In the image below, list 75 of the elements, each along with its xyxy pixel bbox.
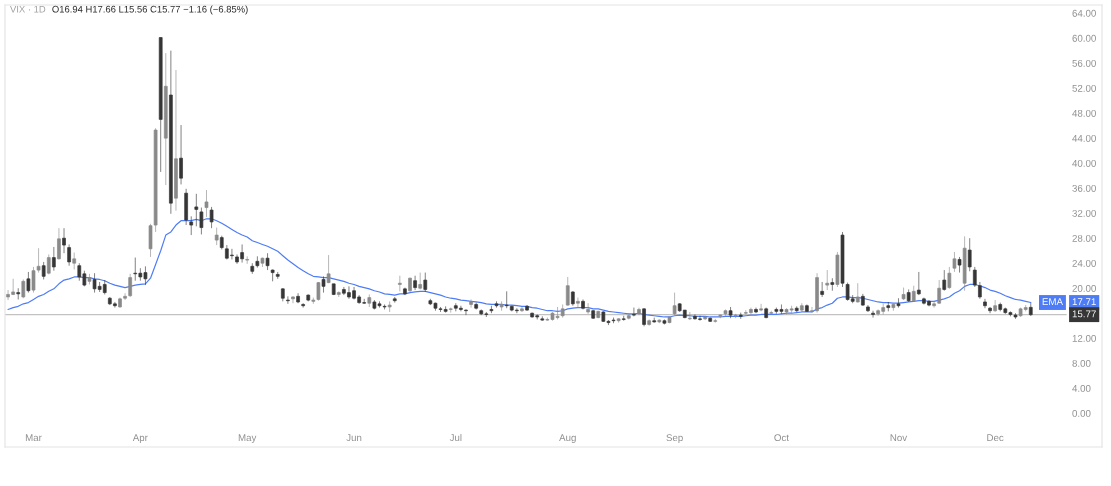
candlestick	[586, 302, 590, 315]
y-tick-label: 60.00	[1072, 34, 1096, 42]
y-tick-label: 8.00	[1072, 359, 1091, 367]
candlestick	[52, 246, 56, 272]
candlestick	[128, 273, 132, 298]
candlestick	[67, 244, 71, 267]
candlestick	[967, 237, 972, 272]
x-tick-label: Aug	[559, 434, 576, 444]
x-tick-label: Dec	[987, 434, 1004, 442]
candlestick	[942, 269, 947, 292]
candlestick	[57, 227, 61, 260]
candlestick	[245, 255, 250, 265]
y-tick-label: 4.00	[1072, 384, 1091, 392]
candlestick	[199, 207, 204, 235]
candlestick	[326, 254, 331, 284]
candlestick	[993, 299, 997, 313]
candlestick	[576, 297, 580, 309]
y-tick-label: 64.00	[1072, 9, 1096, 17]
y-tick-label: 48.00	[1072, 109, 1096, 117]
candlestick	[291, 295, 295, 304]
candlestick	[565, 276, 570, 307]
text: 17.71	[1072, 298, 1096, 306]
y-tick-label: 28.00	[1072, 234, 1096, 242]
y-tick-label: 44.00	[1072, 134, 1096, 142]
x-tick-label: Apr	[132, 434, 148, 444]
candlestick	[189, 215, 194, 236]
candlestick	[983, 298, 987, 309]
candlestick	[398, 275, 402, 292]
chart-subtitle: O16.94 H17.66 L15.56 C15.77 −1.16 (−6.85%)	[52, 5, 248, 15]
candlestick	[759, 303, 763, 312]
candlestick	[952, 251, 957, 273]
candlestick	[413, 275, 417, 291]
candlestick	[855, 282, 860, 303]
candlestick	[194, 193, 199, 227]
candlestick	[423, 272, 428, 293]
candlestick	[209, 206, 214, 229]
x-tick-label: Nov	[890, 434, 908, 442]
y-tick-label: 40.00	[1072, 159, 1096, 167]
candlestick	[62, 227, 66, 254]
candlestick	[632, 307, 636, 317]
y-tick-label: 56.00	[1072, 59, 1096, 67]
candlestick	[642, 307, 646, 327]
y-tick-label: 52.00	[1072, 84, 1096, 92]
candlestick	[830, 277, 835, 292]
candlestick	[204, 189, 209, 218]
candlestick	[286, 295, 290, 305]
x-tick-label: May	[238, 434, 257, 444]
candlestick	[520, 306, 524, 313]
y-tick-label: 20.00	[1072, 284, 1096, 292]
y-tick-label: 0.00	[1072, 409, 1091, 417]
candlestick	[469, 299, 473, 309]
x-tick-label: Jul	[449, 433, 462, 442]
candlestick	[26, 271, 31, 293]
x-tick-label: Jun	[346, 434, 362, 442]
candlestick	[16, 287, 21, 300]
candlestick	[871, 310, 875, 319]
chart-title: VIX · 1D	[10, 5, 46, 13]
candlestick	[504, 290, 509, 309]
x-tick-label: Sep	[666, 434, 683, 444]
candlestick	[179, 124, 183, 185]
legend-label: EMA	[1042, 298, 1063, 306]
y-tick-label: 32.00	[1072, 209, 1096, 217]
candlestick	[825, 269, 830, 291]
candlestick	[917, 271, 921, 296]
y-tick-label: 24.00	[1072, 259, 1096, 267]
y-tick-label: 36.00	[1072, 184, 1096, 192]
candlestick	[133, 257, 138, 282]
x-tick-label: Oct	[774, 434, 789, 442]
candlestick	[988, 306, 992, 314]
candlestick	[947, 266, 952, 290]
ref-line-label: 15.77	[1072, 310, 1096, 318]
x-tick-label: Mar	[25, 434, 42, 442]
candlestick	[688, 311, 692, 321]
y-tick-label: 12.00	[1072, 334, 1096, 342]
candlestick	[672, 292, 677, 316]
